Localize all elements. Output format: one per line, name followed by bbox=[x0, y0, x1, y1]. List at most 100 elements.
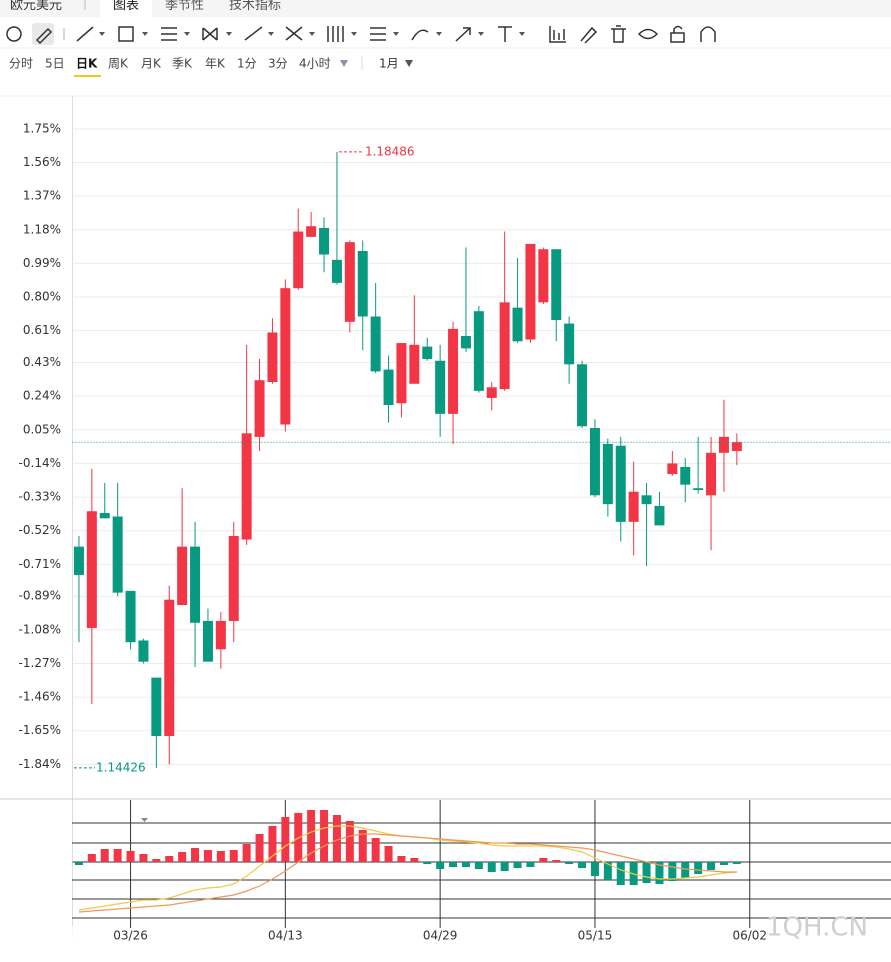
candle-body bbox=[86, 511, 97, 629]
macd-bar bbox=[513, 862, 522, 868]
macd-bar bbox=[397, 856, 406, 862]
period-button[interactable]: 4小时 bbox=[299, 57, 331, 71]
tool-icon[interactable] bbox=[202, 27, 218, 41]
y-tick-label: -1.65% bbox=[19, 723, 61, 737]
period-button[interactable]: 周K bbox=[108, 57, 129, 71]
period-button[interactable]: 月K bbox=[141, 57, 162, 71]
candle-body bbox=[357, 251, 368, 317]
candle-body bbox=[164, 599, 175, 737]
y-tick-label: -1.08% bbox=[19, 622, 61, 636]
candle-body bbox=[602, 443, 613, 505]
plot: 1.75% 1.56% 1.37% 1.18% 0.99% 0.80% 0.61% 0.43%… bbox=[19, 121, 891, 943]
tool-icon[interactable] bbox=[118, 26, 134, 42]
low-label: 1.14426 bbox=[96, 760, 146, 774]
x-axis-strip bbox=[0, 926, 891, 946]
period-button[interactable]: 年K bbox=[205, 57, 226, 71]
macd-bar bbox=[268, 826, 277, 862]
macd-bar bbox=[410, 858, 419, 862]
period-button[interactable]: 5日 bbox=[45, 57, 65, 71]
candle-body bbox=[112, 516, 123, 593]
candle-body bbox=[228, 536, 239, 621]
macd-caret[interactable] bbox=[141, 818, 148, 822]
y-tick-label: -0.14% bbox=[19, 456, 61, 470]
macd-bar bbox=[668, 862, 677, 881]
tool-icon[interactable] bbox=[35, 27, 53, 45]
macd-bar bbox=[384, 846, 393, 862]
macd-bar bbox=[216, 851, 225, 862]
candle-body bbox=[190, 546, 201, 623]
y-tick-label: 0.99% bbox=[23, 256, 61, 270]
candle-body bbox=[215, 620, 226, 650]
caret bbox=[99, 32, 525, 36]
range-caret[interactable] bbox=[405, 60, 413, 67]
tool-icon[interactable] bbox=[244, 26, 263, 41]
tool-icon[interactable] bbox=[6, 26, 22, 42]
x-tick-label: 03/26 bbox=[113, 929, 148, 943]
macd-bar bbox=[191, 848, 200, 862]
tab[interactable]: 季节性 bbox=[165, 0, 204, 13]
tab-bar bbox=[0, 0, 891, 17]
period-button[interactable]: 日K bbox=[76, 57, 98, 71]
macd-bar bbox=[694, 862, 703, 874]
tool-icon[interactable] bbox=[327, 26, 344, 42]
macd-bar bbox=[565, 862, 574, 864]
tool-icon[interactable] bbox=[498, 26, 512, 42]
x-tick-label: 04/13 bbox=[268, 929, 303, 943]
candle-body bbox=[151, 677, 162, 737]
macd-bar bbox=[371, 838, 380, 862]
candle-body bbox=[589, 428, 600, 496]
macd-bar bbox=[281, 817, 290, 862]
period-button[interactable]: 分时 bbox=[9, 57, 33, 71]
candle-body bbox=[499, 302, 510, 390]
tool-icon[interactable] bbox=[411, 29, 429, 41]
macd-bar bbox=[707, 862, 716, 870]
macd-bar bbox=[603, 862, 612, 880]
tool-icon[interactable] bbox=[370, 27, 386, 41]
macd-bar bbox=[100, 849, 109, 862]
tool-icon[interactable] bbox=[637, 28, 659, 40]
period-button[interactable]: 季K bbox=[172, 57, 193, 71]
candle-body bbox=[383, 369, 394, 406]
macd-bar bbox=[732, 862, 741, 864]
tool-icon[interactable] bbox=[549, 26, 566, 43]
period-button[interactable]: 3分 bbox=[268, 57, 288, 71]
candle-body bbox=[680, 466, 691, 485]
tab[interactable]: 图表 bbox=[113, 0, 139, 13]
tool-icon[interactable] bbox=[670, 32, 685, 43]
candle-body bbox=[125, 590, 136, 643]
candle-body bbox=[706, 452, 717, 496]
candle-body bbox=[731, 442, 742, 452]
candle-body bbox=[460, 335, 471, 349]
candle-body bbox=[628, 491, 639, 522]
tool-icon[interactable] bbox=[161, 27, 177, 41]
candle-body bbox=[409, 344, 420, 384]
macd-bar bbox=[320, 810, 329, 862]
tool-icon[interactable] bbox=[673, 25, 683, 34]
tool-icon[interactable] bbox=[285, 26, 303, 41]
macd-bar bbox=[345, 821, 354, 862]
range-selector[interactable]: 1月 bbox=[379, 57, 399, 71]
period-more[interactable] bbox=[340, 60, 348, 67]
tool-icon[interactable] bbox=[700, 26, 716, 42]
watermark: 1QH.CN bbox=[766, 913, 868, 943]
period-button[interactable]: 1分 bbox=[237, 57, 257, 71]
candle-body bbox=[525, 243, 536, 340]
macd-bar bbox=[423, 862, 432, 864]
macd-bar bbox=[436, 862, 445, 869]
high-label: 1.18486 bbox=[365, 144, 415, 158]
tool-icon[interactable] bbox=[580, 26, 598, 44]
macd-bar bbox=[616, 862, 625, 885]
y-tick-label: 0.80% bbox=[23, 290, 61, 304]
macd-bar bbox=[449, 862, 458, 867]
candle-body bbox=[473, 311, 484, 391]
tab[interactable]: 技术指标 bbox=[229, 0, 281, 13]
tool-icon[interactable] bbox=[76, 26, 94, 42]
tool-icon[interactable] bbox=[455, 27, 471, 42]
macd-grid bbox=[72, 822, 891, 919]
y-tick-label: -1.46% bbox=[19, 690, 61, 704]
x-tick-label: 05/15 bbox=[578, 929, 613, 943]
x-tick-label: 06/02 bbox=[732, 929, 767, 943]
candle-body bbox=[177, 546, 188, 606]
tool-icon[interactable] bbox=[611, 25, 626, 43]
